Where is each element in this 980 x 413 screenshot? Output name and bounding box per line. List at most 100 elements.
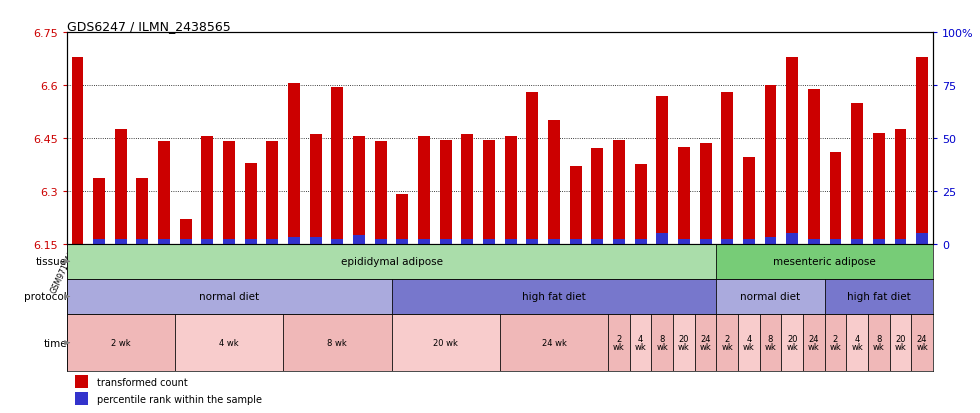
Bar xyxy=(786,58,798,244)
Text: 24
wk: 24 wk xyxy=(808,334,819,351)
Bar xyxy=(760,314,781,372)
Bar xyxy=(678,147,690,244)
Bar xyxy=(179,219,192,244)
Text: transformed count: transformed count xyxy=(97,377,188,387)
Bar xyxy=(716,279,825,314)
Bar xyxy=(895,240,906,244)
Bar xyxy=(612,140,625,244)
Bar xyxy=(353,235,365,244)
Text: 20
wk: 20 wk xyxy=(895,334,906,351)
Bar xyxy=(331,88,343,244)
Bar xyxy=(673,314,695,372)
Text: 4
wk: 4 wk xyxy=(743,334,755,351)
Text: 20 wk: 20 wk xyxy=(433,338,458,347)
Bar xyxy=(569,167,581,244)
Text: 8
wk: 8 wk xyxy=(657,334,668,351)
Text: protocol: protocol xyxy=(24,292,67,302)
Bar xyxy=(440,140,452,244)
Bar xyxy=(526,93,538,244)
Text: 20
wk: 20 wk xyxy=(786,334,798,351)
Bar xyxy=(505,240,516,244)
Bar xyxy=(678,240,690,244)
Bar xyxy=(852,103,863,244)
Bar xyxy=(267,142,278,244)
Bar xyxy=(873,133,885,244)
Bar xyxy=(391,279,716,314)
Bar xyxy=(115,130,126,244)
Bar xyxy=(916,58,928,244)
Text: 2
wk: 2 wk xyxy=(613,334,625,351)
Bar xyxy=(136,179,148,244)
Text: high fat diet: high fat diet xyxy=(847,292,910,302)
Bar xyxy=(700,144,711,244)
Bar xyxy=(396,195,409,244)
Bar xyxy=(716,314,738,372)
Bar xyxy=(67,244,716,279)
Bar xyxy=(829,240,842,244)
Bar xyxy=(743,240,755,244)
Bar xyxy=(418,137,430,244)
Bar xyxy=(764,86,776,244)
Text: 4
wk: 4 wk xyxy=(635,334,647,351)
Bar xyxy=(808,240,820,244)
Bar xyxy=(786,233,798,244)
Text: 4 wk: 4 wk xyxy=(220,338,239,347)
Bar xyxy=(808,89,820,244)
Bar xyxy=(245,163,257,244)
Bar xyxy=(223,240,235,244)
Bar xyxy=(158,142,171,244)
Bar xyxy=(569,240,581,244)
Bar xyxy=(911,314,933,372)
Bar xyxy=(462,135,473,244)
Bar xyxy=(847,314,868,372)
Bar xyxy=(700,240,711,244)
Bar xyxy=(288,84,300,244)
Bar xyxy=(396,240,409,244)
Bar xyxy=(483,140,495,244)
Text: percentile rank within the sample: percentile rank within the sample xyxy=(97,394,262,404)
Bar xyxy=(695,314,716,372)
Text: 2
wk: 2 wk xyxy=(830,334,842,351)
Bar xyxy=(500,314,608,372)
Bar xyxy=(67,279,391,314)
Bar xyxy=(93,179,105,244)
Bar xyxy=(223,142,235,244)
Bar xyxy=(505,137,516,244)
Text: normal diet: normal diet xyxy=(199,292,259,302)
Bar xyxy=(803,314,825,372)
Bar xyxy=(825,279,933,314)
Bar xyxy=(72,58,83,244)
Bar xyxy=(310,238,321,244)
Bar xyxy=(630,314,652,372)
Bar xyxy=(635,165,647,244)
Text: 24 wk: 24 wk xyxy=(542,338,566,347)
Bar xyxy=(825,314,847,372)
Text: epididymal adipose: epididymal adipose xyxy=(340,256,443,267)
Bar xyxy=(716,244,933,279)
Bar xyxy=(440,240,452,244)
Text: normal diet: normal diet xyxy=(741,292,801,302)
Bar xyxy=(916,233,928,244)
Bar xyxy=(635,240,647,244)
Text: 8
wk: 8 wk xyxy=(873,334,885,351)
Bar xyxy=(374,240,387,244)
Bar xyxy=(136,240,148,244)
Bar xyxy=(483,240,495,244)
Bar xyxy=(764,238,776,244)
Bar xyxy=(283,314,392,372)
Bar xyxy=(93,240,105,244)
Bar xyxy=(652,314,673,372)
Bar xyxy=(657,233,668,244)
Text: 4
wk: 4 wk xyxy=(852,334,863,351)
Bar xyxy=(608,314,630,372)
Bar xyxy=(202,137,214,244)
Bar xyxy=(738,314,760,372)
Bar xyxy=(591,149,604,244)
Bar xyxy=(781,314,803,372)
Bar xyxy=(245,240,257,244)
Bar xyxy=(75,392,88,405)
Text: 8 wk: 8 wk xyxy=(327,338,347,347)
Bar xyxy=(288,238,300,244)
Text: 20
wk: 20 wk xyxy=(678,334,690,351)
Bar xyxy=(267,240,278,244)
